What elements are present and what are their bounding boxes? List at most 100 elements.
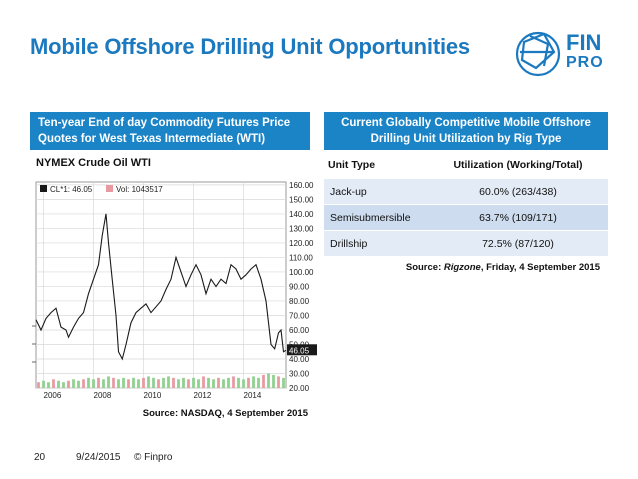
volume-bar bbox=[77, 380, 80, 388]
row-unit-type: Semisubmersible bbox=[324, 204, 428, 231]
wti-chart-svg: 160.00 150.00 140.00 130.00 120.00 110.00 100.… bbox=[32, 181, 317, 400]
volume-bar bbox=[232, 376, 235, 388]
volume-bar bbox=[272, 374, 275, 388]
right-panel-header: Current Globally Competitive Mobile Offs… bbox=[324, 112, 608, 150]
y-tick-label: 120.00 bbox=[289, 239, 314, 248]
volume-bar bbox=[157, 379, 160, 388]
volume-bar bbox=[92, 379, 95, 388]
footer-date: 9/24/2015 bbox=[76, 452, 121, 463]
y-tick-label: 60.00 bbox=[289, 326, 310, 335]
volume-bar bbox=[107, 376, 110, 388]
volume-bar bbox=[187, 379, 190, 388]
x-tick-label: 2014 bbox=[244, 391, 262, 400]
volume-bar bbox=[132, 377, 135, 388]
volume-bar bbox=[82, 379, 85, 388]
volume-bar bbox=[87, 377, 90, 388]
volume-bar bbox=[267, 373, 270, 388]
y-tick-label: 110.00 bbox=[289, 253, 313, 262]
volume-bar bbox=[57, 380, 60, 388]
table-row: Jack-up 60.0% (263/438) bbox=[324, 178, 608, 205]
slide-title: Mobile Offshore Drilling Unit Opportunit… bbox=[30, 34, 470, 59]
y-tick-label: 150.00 bbox=[289, 195, 314, 204]
volume-bar bbox=[212, 379, 215, 388]
right-source-prefix: Source: bbox=[405, 262, 444, 273]
price-line bbox=[35, 213, 287, 361]
volume-bar bbox=[202, 376, 205, 388]
volume-bar bbox=[262, 374, 265, 388]
volume-bar bbox=[52, 379, 55, 388]
legend-swatch bbox=[106, 185, 113, 192]
utilization-table: Unit Type Utilization (Working/Total) Ja… bbox=[324, 152, 608, 256]
volume-bar bbox=[247, 377, 250, 388]
legend-entry: CL*1: 46.05 bbox=[50, 185, 93, 194]
x-tick-label: 2008 bbox=[94, 391, 112, 400]
right-source-rest: , Friday, 4 September 2015 bbox=[480, 262, 600, 273]
y-tick-label: 40.00 bbox=[289, 355, 310, 364]
table-header-row: Unit Type Utilization (Working/Total) bbox=[324, 152, 608, 179]
x-tick-label: 2010 bbox=[144, 391, 162, 400]
right-source-publication: Rigzone bbox=[443, 262, 481, 273]
volume-bar bbox=[242, 379, 245, 388]
volume-bar bbox=[182, 377, 185, 388]
volume-bar bbox=[102, 379, 105, 388]
volume-bar bbox=[177, 379, 180, 388]
volume-bar bbox=[72, 379, 75, 388]
volume-bar bbox=[42, 380, 45, 388]
volume-bar bbox=[112, 377, 115, 388]
y-tick-label: 30.00 bbox=[289, 369, 310, 378]
volume-bar bbox=[62, 382, 65, 388]
chart-label: NYMEX Crude Oil WTI bbox=[36, 157, 151, 169]
y-tick-label: 80.00 bbox=[289, 297, 310, 306]
row-unit-type: Jack-up bbox=[324, 178, 428, 205]
y-tick-label: 20.00 bbox=[289, 384, 310, 393]
row-unit-type: Drillship bbox=[324, 230, 428, 256]
row-utilization: 63.7% (109/171) bbox=[428, 204, 608, 231]
volume-bar bbox=[152, 377, 155, 388]
volume-bar bbox=[122, 377, 125, 388]
footer-copyright: © Finpro bbox=[134, 452, 173, 463]
volume-bar bbox=[237, 377, 240, 388]
col-unit-type: Unit Type bbox=[328, 159, 376, 171]
left-source: Source: NASDAQ, 4 September 2015 bbox=[142, 408, 308, 419]
volume-bar bbox=[142, 377, 145, 388]
left-panel-header: Ten-year End of day Commodity Futures Pr… bbox=[30, 112, 310, 150]
volume-bar bbox=[162, 377, 165, 388]
volume-bar bbox=[172, 377, 175, 388]
volume-bar bbox=[167, 376, 170, 388]
volume-bar bbox=[97, 377, 100, 388]
x-tick-label: 2012 bbox=[194, 391, 212, 400]
volume-bar bbox=[192, 377, 195, 388]
y-tick-label: 140.00 bbox=[289, 210, 314, 219]
volume-bar bbox=[217, 377, 220, 388]
wti-chart: 160.00 150.00 140.00 130.00 120.00 110.00 100.… bbox=[30, 176, 320, 400]
volume-bar bbox=[137, 379, 140, 388]
legend-entry: Vol: 1043517 bbox=[116, 185, 163, 194]
y-tick-label: 100.00 bbox=[289, 268, 314, 277]
right-source: Source: Rigzone, Friday, 4 September 201… bbox=[324, 262, 600, 273]
legend-swatch bbox=[40, 185, 47, 192]
volume-bar bbox=[222, 379, 225, 388]
last-value-box bbox=[287, 344, 317, 356]
col-utilization: Utilization (Working/Total) bbox=[453, 159, 583, 171]
volume-bar bbox=[257, 377, 260, 388]
volume-bar bbox=[67, 380, 70, 388]
y-tick-label: 90.00 bbox=[289, 282, 310, 291]
y-tick-label: 70.00 bbox=[289, 311, 310, 320]
y-tick-label: 130.00 bbox=[289, 224, 314, 233]
table-row: Semisubmersible 63.7% (109/171) bbox=[324, 204, 608, 231]
logo-text-pro: PRO bbox=[566, 54, 604, 71]
volume-bar bbox=[277, 376, 280, 388]
volume-bar bbox=[282, 377, 285, 388]
x-tick-label: 2006 bbox=[44, 391, 62, 400]
volume-bar bbox=[147, 376, 150, 388]
table-row: Drillship 72.5% (87/120) bbox=[324, 230, 608, 256]
logo-text-fin: FIN bbox=[566, 30, 602, 55]
volume-bar bbox=[127, 379, 130, 388]
last-value-label: 46.05 bbox=[289, 346, 310, 355]
volume-bar bbox=[252, 376, 255, 388]
volume-bar bbox=[207, 377, 210, 388]
row-utilization: 72.5% (87/120) bbox=[428, 230, 608, 256]
volume-bar bbox=[227, 377, 230, 388]
plot-area bbox=[35, 181, 287, 389]
row-utilization: 60.0% (263/438) bbox=[428, 178, 608, 205]
